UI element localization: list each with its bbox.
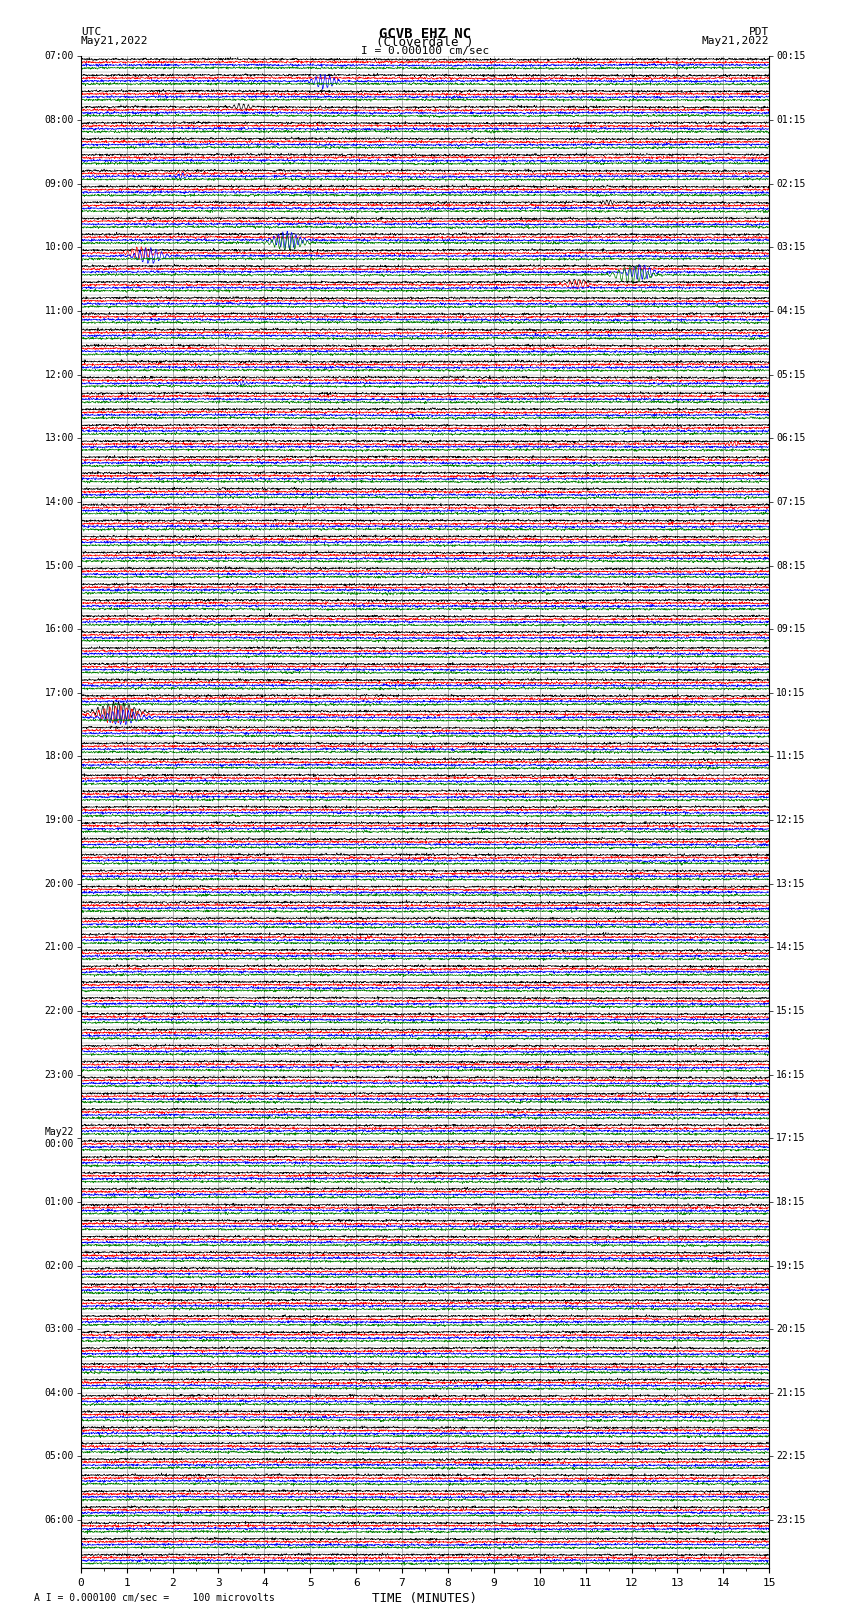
Text: GCVB EHZ NC: GCVB EHZ NC	[379, 26, 471, 40]
Text: I = 0.000100 cm/sec: I = 0.000100 cm/sec	[361, 45, 489, 56]
Text: UTC: UTC	[81, 26, 101, 37]
Text: May21,2022: May21,2022	[81, 37, 148, 47]
X-axis label: TIME (MINUTES): TIME (MINUTES)	[372, 1592, 478, 1605]
Text: May21,2022: May21,2022	[702, 37, 769, 47]
Text: A I = 0.000100 cm/sec =    100 microvolts: A I = 0.000100 cm/sec = 100 microvolts	[34, 1594, 275, 1603]
Text: PDT: PDT	[749, 26, 769, 37]
Text: (Cloverdale ): (Cloverdale )	[377, 37, 473, 50]
